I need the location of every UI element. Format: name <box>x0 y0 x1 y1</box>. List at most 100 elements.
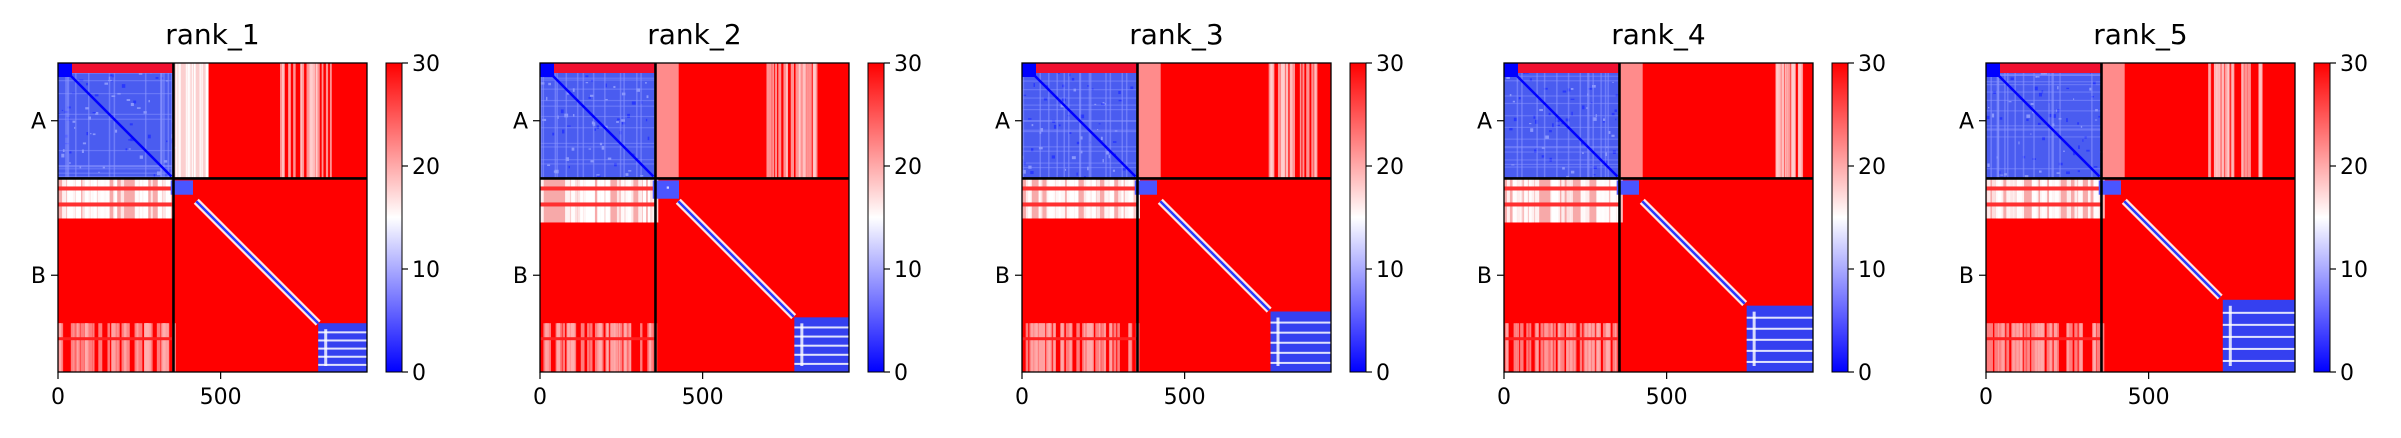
block-b-domain-2-line <box>2222 347 2295 350</box>
block-a-b-streak <box>2214 63 2217 179</box>
block-b-domain-2-line <box>794 344 849 347</box>
block-b-a-bottom-streak <box>594 323 598 372</box>
block-a-speckle <box>2040 73 2045 75</box>
block-a-speckle <box>614 162 617 167</box>
block-b-a-bottom-streak <box>566 323 570 372</box>
block-a-speckle <box>2035 76 2040 78</box>
block-a-speckle <box>2030 133 2032 135</box>
block-a-speckle <box>102 166 105 169</box>
block-b-a-bottom-streak <box>1520 323 1524 372</box>
block-a-speckle <box>1105 151 1109 155</box>
block-a-b-streak <box>799 63 803 179</box>
block-a-speckle <box>1118 90 1121 95</box>
block-a-speckle <box>566 125 571 127</box>
block-a-speckle <box>1581 152 1584 154</box>
block-a-speckle <box>1595 114 1597 118</box>
block-b-a-bottom-streak <box>597 323 602 372</box>
block-a-speckle <box>1069 132 1072 134</box>
block-b-a-streak <box>2009 178 2015 219</box>
block-b-domain-2-line <box>2222 359 2295 362</box>
block-b-a-bottom-streak <box>557 323 560 372</box>
block-a-speckle <box>1104 103 1106 106</box>
block-b-diagonal <box>1641 200 1746 305</box>
block-b-domain-1 <box>652 180 679 199</box>
panel-title: rank_3 <box>1129 18 1223 51</box>
block-a-speckle <box>1570 98 1575 100</box>
block-a-stripe <box>58 168 174 170</box>
block-b-a-streak <box>606 178 611 223</box>
block-a-b-streak <box>1777 63 1781 179</box>
block-a-stripe <box>1586 63 1589 179</box>
block-a-speckle <box>1549 157 1552 162</box>
block-a-speckle <box>2026 118 2029 122</box>
block-a-speckle <box>2052 114 2056 118</box>
block-a-speckle <box>61 109 64 111</box>
block-b-a-bottom-streak <box>543 323 547 372</box>
block-a-speckle <box>136 107 141 109</box>
block-a-b-streak <box>309 63 313 179</box>
block-a-top-strip <box>1036 63 1138 73</box>
block-a-stripe <box>540 77 656 79</box>
block-a-speckle <box>1612 150 1616 154</box>
block-a-speckle <box>1112 141 1117 143</box>
block-b-a-bottom-streak <box>1098 323 1102 372</box>
block-b-a-bottom-streak <box>2032 323 2037 372</box>
block-a-b-streak <box>329 63 332 179</box>
block-a-speckle <box>2010 77 2014 80</box>
block-b-a-streak <box>1556 178 1561 223</box>
block-a-speckle <box>1592 174 1596 176</box>
block-a-speckle <box>2024 175 2029 179</box>
block-b-a-streak <box>642 178 647 223</box>
block-b-domain-2-line <box>1746 360 1813 363</box>
block-b-a-bottom-streak <box>1101 323 1106 372</box>
block-b-a-streak <box>2031 178 2037 219</box>
block-a-speckle <box>1566 175 1570 178</box>
block-b-a-bottom-streak <box>134 323 138 372</box>
block-a-speckle <box>1080 136 1083 140</box>
block-a-stripe <box>1504 95 1620 97</box>
block-a-speckle <box>1603 118 1606 121</box>
block-a-speckle <box>155 77 159 79</box>
block-a-speckle <box>1549 130 1552 133</box>
block-b-a-bottom-streak <box>1588 323 1592 372</box>
y-chain-label-a: A <box>31 110 46 135</box>
block-a-speckle <box>647 136 650 141</box>
block-b-a-streak <box>2066 178 2072 219</box>
block-b-a-bottom-streak <box>2038 323 2042 372</box>
block-b-a-bottom-streak <box>2078 323 2083 372</box>
block-a-speckle <box>566 92 570 95</box>
block-a-speckle <box>1580 141 1584 145</box>
block-b-a-streak <box>590 178 595 223</box>
block-a-stripe <box>2048 63 2050 179</box>
block-b-a-streak <box>165 178 171 219</box>
block-a-speckle <box>1033 83 1035 87</box>
block-b-a-streak <box>1561 178 1565 223</box>
block-a-stripe <box>540 105 656 107</box>
block-b-a-bottom-streak <box>2040 323 2044 372</box>
block-a-speckle <box>1513 117 1517 122</box>
block-a-stripe <box>1022 129 1138 131</box>
block-a-stripe <box>2007 63 2009 179</box>
axes-frame <box>1503 62 1814 373</box>
block-a-speckle <box>1053 124 1057 129</box>
block-a-speckle <box>86 82 88 86</box>
block-a-speckle <box>621 119 625 122</box>
block-a-stripe <box>2091 63 2093 179</box>
block-b-a-bottom-streak <box>587 323 590 372</box>
block-b-a-bottom-streak <box>2000 323 2005 372</box>
block-a-speckle <box>1022 94 1027 96</box>
block-a-speckle <box>2000 174 2004 176</box>
block-a-speckle <box>69 162 71 165</box>
block-a-speckle <box>571 147 575 151</box>
block-a-b-streak <box>2208 63 2210 179</box>
block-a-b-streak <box>1780 63 1783 179</box>
block-b-a-bottom-streak <box>1997 323 2002 372</box>
panel-title: rank_1 <box>165 18 259 51</box>
block-b-a-bottom-streak <box>640 323 643 372</box>
block-b-a-streak <box>97 178 102 219</box>
block-a-speckle <box>1094 103 1097 106</box>
block-a-speckle <box>1071 156 1076 160</box>
block-a-speckle <box>2094 119 2098 121</box>
block-b-a-streak <box>2054 178 2058 219</box>
block-b-domain-2-line <box>1276 317 1280 366</box>
